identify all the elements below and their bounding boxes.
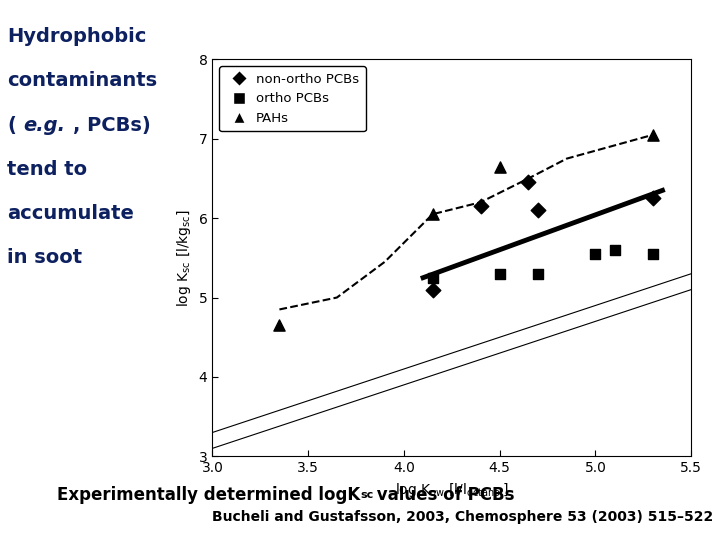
- Text: (: (: [7, 116, 16, 134]
- Text: Bucheli and Gustafsson, 2003, Chemosphere 53 (2003) 515–522: Bucheli and Gustafsson, 2003, Chemospher…: [212, 510, 714, 524]
- Text: in soot: in soot: [7, 248, 82, 267]
- Text: Hydrophobic: Hydrophobic: [7, 27, 147, 46]
- Text: tend to: tend to: [7, 160, 87, 179]
- Point: [647, 131, 659, 139]
- Point: [523, 178, 534, 187]
- Point: [427, 273, 438, 282]
- Text: e.g.: e.g.: [23, 116, 65, 134]
- Text: Experimentally determined logK: Experimentally determined logK: [57, 486, 360, 504]
- Point: [590, 249, 601, 258]
- Text: values of PCBs: values of PCBs: [371, 486, 514, 504]
- Y-axis label: log K$_\mathregular{sc}$ [l/kg$_\mathregular{sc}$]: log K$_\mathregular{sc}$ [l/kg$_\mathreg…: [175, 209, 193, 307]
- Text: sc: sc: [360, 490, 373, 501]
- Text: , PCBs): , PCBs): [73, 116, 151, 134]
- Point: [427, 210, 438, 219]
- Point: [532, 269, 544, 278]
- Point: [274, 321, 285, 329]
- Point: [494, 269, 505, 278]
- Point: [427, 285, 438, 294]
- Point: [474, 202, 486, 211]
- Point: [494, 162, 505, 171]
- X-axis label: log K$_\mathregular{ow}$ [l/l$_\mathregular{octanol}$]: log K$_\mathregular{ow}$ [l/l$_\mathregu…: [395, 481, 509, 499]
- Legend: non-ortho PCBs, ortho PCBs, PAHs: non-ortho PCBs, ortho PCBs, PAHs: [219, 66, 366, 131]
- Point: [532, 206, 544, 214]
- Point: [609, 246, 621, 254]
- Text: accumulate: accumulate: [7, 204, 134, 223]
- Text: contaminants: contaminants: [7, 71, 158, 90]
- Point: [647, 249, 659, 258]
- Point: [647, 194, 659, 202]
